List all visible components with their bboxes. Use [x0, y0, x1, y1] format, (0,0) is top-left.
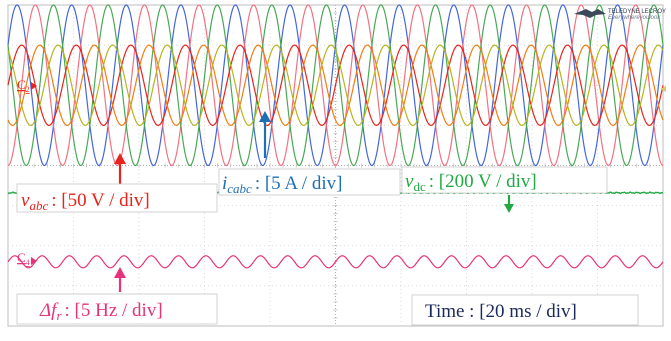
icabc-trace-b [7, 4, 664, 167]
right-edge-marker [660, 86, 666, 92]
vdc-arrow [504, 195, 514, 213]
svg-text:C2: C2 [17, 77, 30, 94]
vabc-trace-a [7, 44, 664, 126]
svg-text:vdc: [200 V / div]: vdc: [200 V / div] [405, 171, 537, 194]
channel-marker-c4: C4 [17, 250, 37, 267]
logo-bird-icon [574, 9, 606, 18]
traces [7, 4, 664, 269]
vabc-label: vabc: [50 V / div] [16, 183, 218, 213]
icabc-trace-c [7, 4, 664, 167]
svg-text:vabc: [50 V / div]: vabc: [50 V / div] [21, 190, 150, 213]
teledyne-lecroy-logo: TELEDYNE LECROY Everywhereyoulook [574, 9, 666, 21]
vdc-label: vdc: [200 V / div] [401, 166, 608, 194]
deltafr-label: Δfr: [5 Hz / div] [16, 293, 218, 325]
vabc-trace-c [7, 44, 664, 126]
brand-tagline: Everywhereyoulook [608, 15, 661, 21]
vabc-trace-b [7, 44, 664, 126]
icabc-label: icabc: [5 A / div] [218, 168, 401, 196]
svg-text:Δfr: [5 Hz / div]: Δfr: [5 Hz / div] [39, 300, 163, 323]
svg-text:Time : [20 ms / div]: Time : [20 ms / div] [425, 301, 577, 322]
icabc-arrow [259, 111, 271, 158]
svg-text:icabc: [5 A / div]: icabc: [5 A / div] [222, 173, 342, 196]
deltafr-trace [7, 255, 664, 269]
channel-marker-c2: C2 [17, 77, 37, 94]
deltafr-arrow [114, 267, 126, 292]
time-label: Time : [20 ms / div] [411, 294, 639, 326]
vabc-arrow [114, 153, 126, 185]
brand-name: TELEDYNE LECROY [608, 9, 666, 15]
svg-text:C4: C4 [17, 250, 30, 267]
